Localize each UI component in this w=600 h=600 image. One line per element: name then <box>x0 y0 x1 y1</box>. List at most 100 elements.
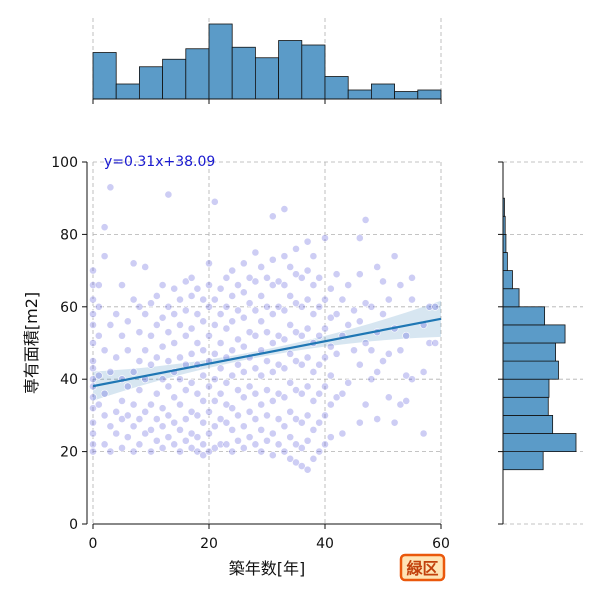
scatter-point <box>89 404 97 413</box>
scatter-point <box>94 281 103 289</box>
scatter-point <box>210 375 219 384</box>
scatter-point <box>89 310 97 318</box>
scatter-point <box>193 284 202 293</box>
scatter-point <box>112 310 121 318</box>
scatter-point <box>170 393 179 402</box>
scatter-point <box>228 404 237 413</box>
scatter-point <box>408 375 416 384</box>
scatter-point <box>315 447 324 456</box>
scatter-point <box>268 451 277 460</box>
scatter-point <box>100 252 109 261</box>
scatter-point <box>338 429 347 438</box>
scatter-point <box>112 353 121 362</box>
scatter-point <box>344 320 353 329</box>
scatter-point <box>152 353 161 362</box>
regression-fit <box>92 317 442 388</box>
scatter-point <box>89 357 97 365</box>
scatter-point <box>94 331 103 340</box>
scatter-point <box>373 368 382 376</box>
scatter-point <box>123 433 132 442</box>
scatter-point <box>303 436 312 445</box>
scatter-point <box>396 346 405 355</box>
scatter-point <box>373 415 382 423</box>
top-hist-bar <box>301 44 326 100</box>
scatter-point <box>257 425 266 434</box>
scatter-point <box>181 277 190 286</box>
scatter-point <box>199 317 208 326</box>
scatter-point <box>94 371 103 380</box>
scatter-point <box>361 400 370 409</box>
scatter-point <box>164 382 173 391</box>
scatter-point <box>326 400 335 409</box>
scatter-point <box>100 440 109 449</box>
scatter-point <box>297 462 306 470</box>
scatter-point <box>263 328 271 337</box>
scatter-point <box>280 252 289 261</box>
scatter-point <box>361 339 370 347</box>
scatter-point <box>286 263 295 271</box>
scatter-point <box>118 397 126 405</box>
scatter-point <box>280 422 289 431</box>
scatter-point <box>280 393 289 402</box>
scatter-point <box>257 317 266 326</box>
scatter-point <box>152 415 161 423</box>
scatter-point <box>199 397 208 405</box>
scatter-point <box>251 440 260 449</box>
scatter-point <box>158 444 167 452</box>
scatter-point <box>164 302 173 311</box>
scatter-point <box>268 397 277 405</box>
scatter-point <box>170 339 179 347</box>
scatter-point <box>303 266 312 275</box>
scatter-point <box>181 331 190 340</box>
scatter-point <box>158 422 167 431</box>
scatter-point <box>222 273 231 282</box>
scatter-point <box>152 436 161 445</box>
scatter-point <box>228 266 237 275</box>
scatter-point <box>245 299 254 308</box>
scatter-point <box>89 339 97 347</box>
scatter-point <box>309 310 318 318</box>
scatter-point <box>274 360 283 369</box>
scatter-point <box>100 223 109 232</box>
scatter-point <box>292 244 300 253</box>
scatter-point <box>210 197 219 206</box>
right-hist-bar <box>502 451 544 471</box>
scatter-point <box>123 382 132 391</box>
scatter-point <box>332 393 341 402</box>
scatter-point <box>408 295 416 304</box>
scatter-point <box>297 302 306 311</box>
right-hist-bar <box>502 396 549 416</box>
scatter-point <box>251 364 260 373</box>
scatter-point <box>326 284 335 293</box>
scatter-point <box>222 302 231 311</box>
scatter-point <box>222 440 231 449</box>
scatter-point <box>274 389 283 398</box>
scatter-point <box>338 389 347 398</box>
scatter-point <box>309 252 318 261</box>
scatter-point <box>228 425 237 434</box>
scatter-point <box>205 429 213 438</box>
scatter-point <box>390 252 399 261</box>
scatter-point <box>170 440 179 449</box>
scatter-point <box>205 382 213 391</box>
scatter-point <box>205 447 213 456</box>
scatter-point <box>274 415 283 423</box>
scatter-point <box>118 415 126 423</box>
scatter-point <box>239 422 248 431</box>
scatter-point <box>216 415 225 423</box>
scatter-point <box>129 422 138 431</box>
y-tick-label: 0 <box>69 517 78 533</box>
scatter-point <box>286 378 295 387</box>
scatter-point <box>245 328 254 337</box>
scatter-point <box>106 368 115 376</box>
scatter-point <box>135 440 144 449</box>
scatter-point <box>361 299 370 308</box>
scatter-point <box>147 299 155 308</box>
scatter-point <box>158 281 167 289</box>
scatter-point <box>89 320 97 329</box>
right-hist-bar <box>502 270 513 290</box>
y-tick-label: 40 <box>60 372 78 388</box>
scatter-point <box>245 433 254 442</box>
top-hist-bar <box>92 52 117 100</box>
scatter-point <box>187 273 196 282</box>
